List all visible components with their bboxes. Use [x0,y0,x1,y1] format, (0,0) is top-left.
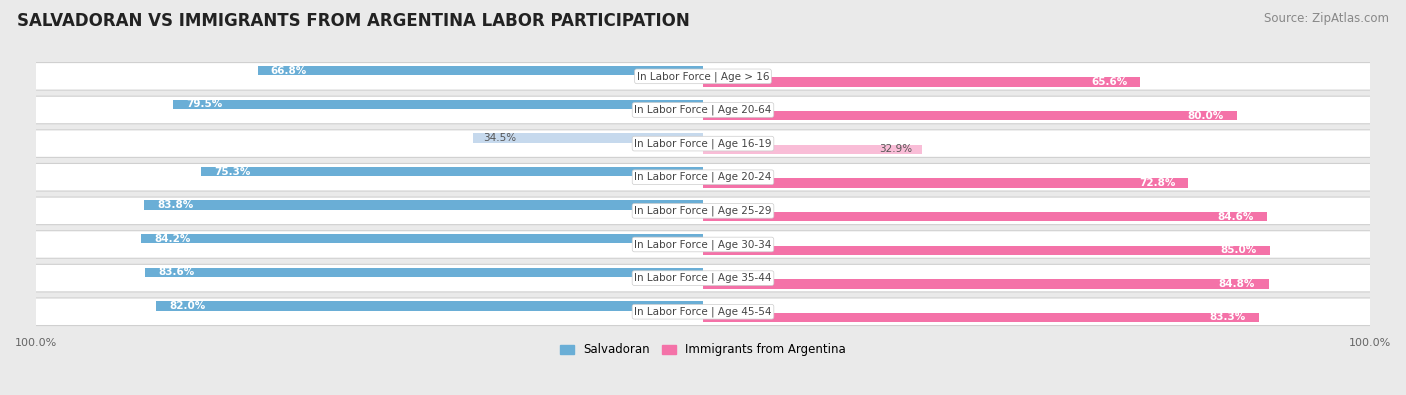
Text: 75.3%: 75.3% [214,167,250,177]
FancyBboxPatch shape [32,130,1374,157]
FancyBboxPatch shape [32,62,1374,90]
Bar [703,178,1188,188]
Text: In Labor Force | Age 30-34: In Labor Force | Age 30-34 [634,239,772,250]
Text: 84.2%: 84.2% [155,234,191,244]
Bar [173,100,703,109]
Text: 79.5%: 79.5% [186,99,222,109]
Text: In Labor Force | Age > 16: In Labor Force | Age > 16 [637,71,769,82]
Bar [156,301,703,311]
Text: 84.8%: 84.8% [1219,279,1256,289]
Bar [201,167,703,176]
Bar [703,77,1140,87]
FancyBboxPatch shape [32,96,1374,124]
Bar [142,234,703,243]
Text: In Labor Force | Age 20-24: In Labor Force | Age 20-24 [634,172,772,182]
Text: 32.9%: 32.9% [879,144,912,154]
Bar [145,268,703,277]
FancyBboxPatch shape [32,164,1374,191]
Bar [703,246,1270,255]
Text: 83.8%: 83.8% [157,200,194,210]
Text: 80.0%: 80.0% [1187,111,1223,121]
FancyBboxPatch shape [32,197,1374,225]
Bar [145,200,703,210]
Text: Source: ZipAtlas.com: Source: ZipAtlas.com [1264,12,1389,25]
FancyBboxPatch shape [32,298,1374,325]
Text: 66.8%: 66.8% [271,66,307,75]
Text: 83.6%: 83.6% [159,267,195,277]
Text: In Labor Force | Age 20-64: In Labor Force | Age 20-64 [634,105,772,115]
Bar [703,279,1268,288]
Text: 82.0%: 82.0% [170,301,205,311]
FancyBboxPatch shape [32,231,1374,258]
Text: 34.5%: 34.5% [482,133,516,143]
Text: 85.0%: 85.0% [1220,245,1257,255]
Bar [703,313,1258,322]
Text: In Labor Force | Age 25-29: In Labor Force | Age 25-29 [634,206,772,216]
FancyBboxPatch shape [32,264,1374,292]
Bar [472,133,703,143]
Bar [703,212,1267,221]
Text: In Labor Force | Age 35-44: In Labor Force | Age 35-44 [634,273,772,283]
Legend: Salvadoran, Immigrants from Argentina: Salvadoran, Immigrants from Argentina [555,339,851,361]
Text: 65.6%: 65.6% [1091,77,1128,87]
Bar [703,111,1236,120]
Text: In Labor Force | Age 45-54: In Labor Force | Age 45-54 [634,307,772,317]
Text: 72.8%: 72.8% [1139,178,1175,188]
Bar [703,145,922,154]
Text: 83.3%: 83.3% [1209,312,1246,322]
Text: SALVADORAN VS IMMIGRANTS FROM ARGENTINA LABOR PARTICIPATION: SALVADORAN VS IMMIGRANTS FROM ARGENTINA … [17,12,689,30]
Bar [257,66,703,75]
Text: In Labor Force | Age 16-19: In Labor Force | Age 16-19 [634,138,772,149]
Text: 84.6%: 84.6% [1218,212,1254,222]
